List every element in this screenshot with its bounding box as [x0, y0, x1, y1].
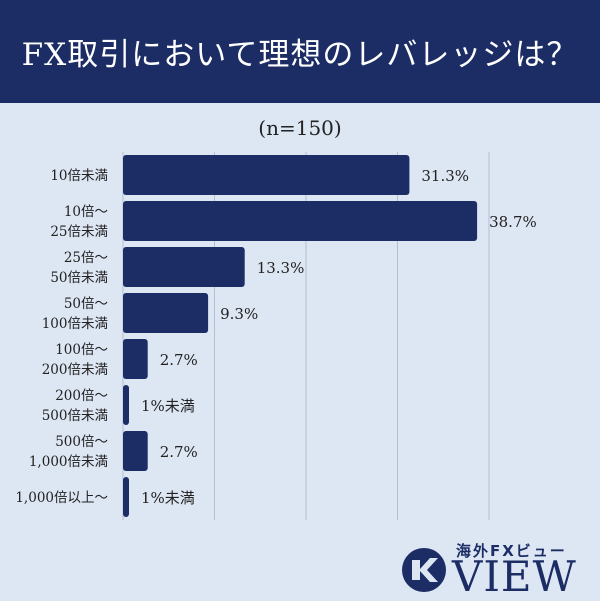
logo-wordmark: VIEW [452, 552, 577, 601]
bar [123, 339, 148, 379]
data-label: 38.7% [489, 213, 537, 231]
data-label: 2.7% [160, 443, 198, 461]
page-title: FX取引において理想のレバレッジは？ [21, 37, 579, 73]
category-label: 50倍未満 [50, 270, 108, 286]
category-label: 100倍～ [55, 342, 108, 358]
category-label: 50倍～ [64, 296, 108, 312]
category-label: 500倍～ [55, 434, 108, 450]
data-label: 2.7% [160, 351, 198, 369]
logo-emblem-icon [402, 548, 446, 592]
data-label: 1%未満 [141, 489, 195, 507]
category-label: 500倍未満 [42, 408, 108, 424]
bar [123, 293, 209, 333]
category-label: 25倍～ [64, 250, 108, 266]
category-label: 1,000倍以上～ [15, 490, 108, 506]
data-label: 31.3% [421, 167, 469, 185]
bar [123, 201, 478, 241]
category-label: 10倍～ [64, 204, 108, 220]
bar [123, 385, 129, 425]
header-banner: FX取引において理想のレバレッジは？ [0, 0, 600, 103]
category-label: 100倍未満 [42, 316, 108, 332]
data-label: 13.3% [257, 259, 305, 277]
bar [123, 247, 245, 287]
bar [123, 155, 410, 195]
bar [123, 431, 148, 471]
data-label: 9.3% [220, 305, 258, 323]
category-label: 200倍～ [55, 388, 108, 404]
category-label: 10倍未満 [50, 168, 108, 184]
bar [123, 477, 129, 517]
data-label: 1%未満 [141, 397, 195, 415]
category-label: 25倍未満 [50, 224, 108, 240]
brand-logo: 海外FXビュー VIEW [400, 538, 590, 601]
logo-subtext: 海外FXビュー [456, 542, 567, 560]
category-label: 200倍未満 [42, 362, 108, 378]
category-label: 1,000倍未満 [29, 454, 108, 470]
chart-subtitle: (n=150) [258, 116, 342, 140]
